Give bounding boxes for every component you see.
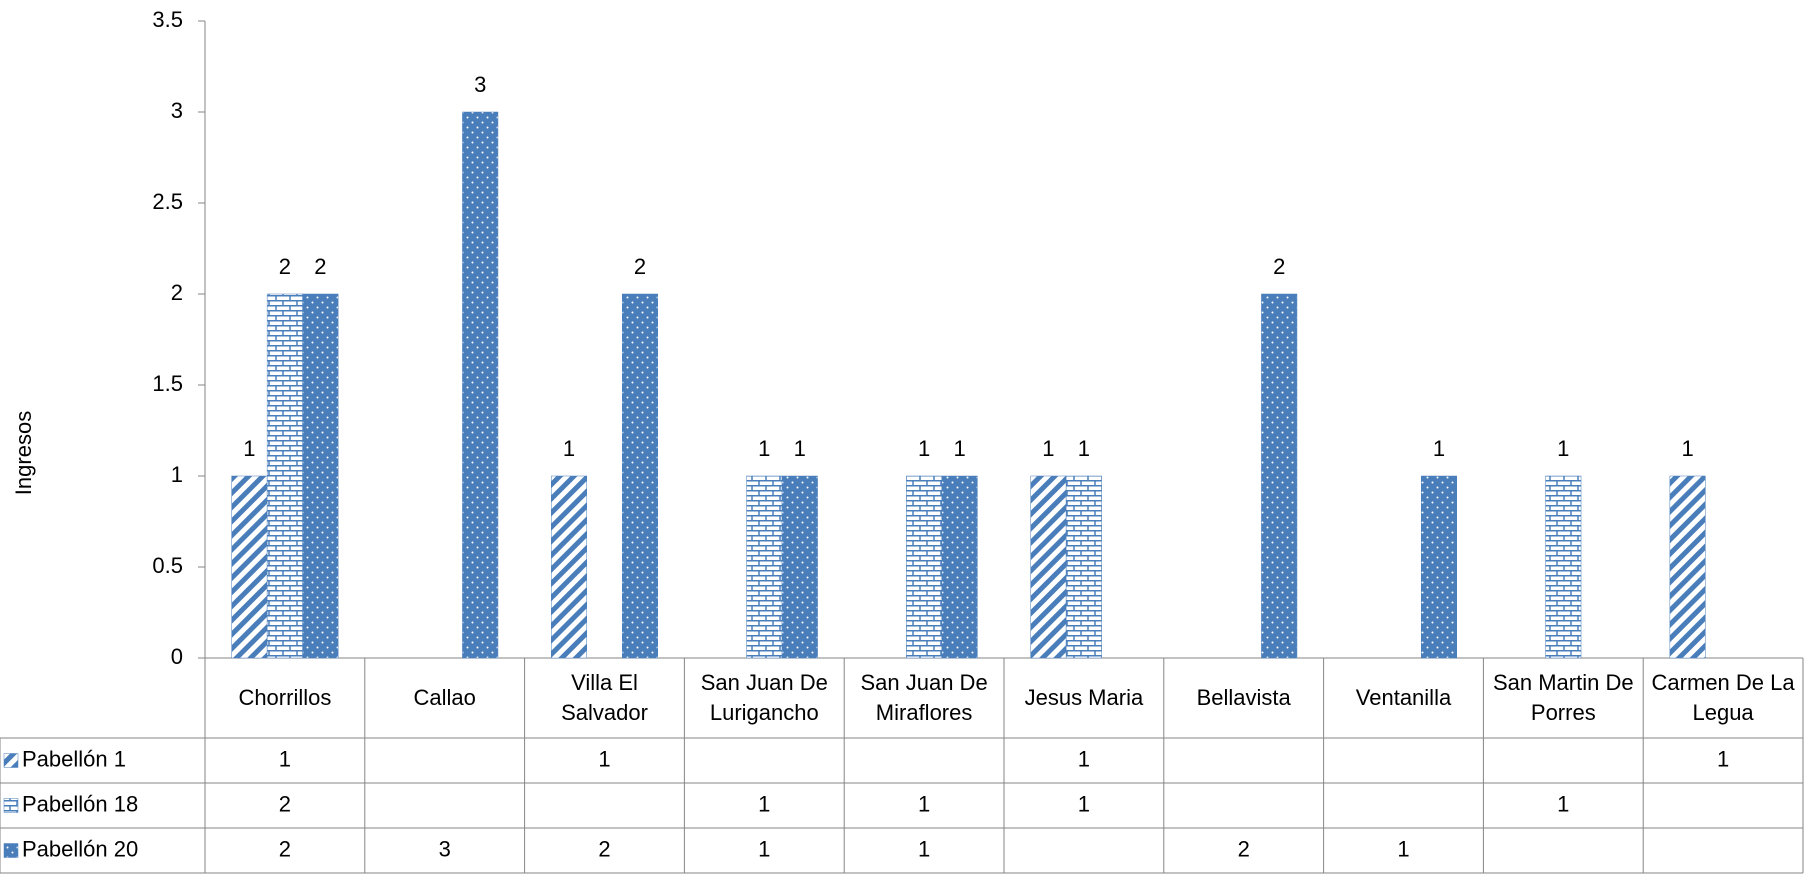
table-value: 1 [1717,746,1729,771]
bar [302,293,339,659]
data-label: 1 [953,436,965,461]
category-label: San Martin De Porres [1492,670,1634,725]
data-label: 1 [758,436,770,461]
category-label: Ventanilla [1355,685,1452,710]
bar [1030,475,1067,659]
category-label: San Juan De Miraflores [860,670,988,725]
bar [551,475,587,659]
data-label: 1 [243,436,255,461]
data-label: 1 [1681,436,1693,461]
bar [906,475,943,659]
bar [1065,475,1102,659]
legend-label: Pabellón 20 [22,836,138,861]
bar [1669,475,1706,659]
table-value: 1 [279,746,291,771]
category-label: Callao [413,685,476,710]
table-value: 1 [1078,746,1090,771]
table-value: 1 [1397,836,1409,861]
y-tick-label: 2.5 [152,189,183,214]
y-tick-label: 3.5 [152,7,183,32]
table-value: 1 [598,746,610,771]
legend-label: Pabellón 1 [22,746,126,771]
legend-key [3,753,19,768]
data-label: 2 [279,254,291,279]
data-label: 2 [1273,254,1285,279]
bar [266,293,303,659]
data-label: 1 [1042,436,1054,461]
category-label: Jesus Maria [1024,685,1144,710]
y-tick-label: 0 [171,644,183,669]
y-axis-label: Ingresos [11,411,36,495]
bar [1545,475,1582,659]
y-tick-label: 1.5 [152,371,183,396]
bar [941,475,978,659]
data-label: 3 [474,72,486,97]
y-tick-label: 3 [171,98,183,123]
legend-label: Pabellón 18 [22,791,138,816]
bar [746,475,783,659]
data-label: 1 [1557,436,1569,461]
data-label: 1 [794,436,806,461]
y-tick-label: 1 [171,462,183,487]
table-value: 2 [598,836,610,861]
data-label: 2 [314,254,326,279]
table-value: 1 [918,836,930,861]
table-value: 1 [1557,791,1569,816]
data-label: 1 [918,436,930,461]
data-label: 2 [634,254,646,279]
table-value: 3 [439,836,451,861]
category-label: Villa El Salvador [561,670,648,725]
table-value: 2 [279,791,291,816]
table-value: 2 [1238,836,1250,861]
bar [462,111,499,659]
category-label: Bellavista [1196,685,1291,710]
table-value: 1 [758,791,770,816]
data-label: 1 [1433,436,1445,461]
bar [781,475,818,659]
y-tick-label: 2 [171,280,183,305]
bar [231,475,268,659]
bar [1421,475,1457,659]
table-value: 2 [279,836,291,861]
data-label: 1 [563,436,575,461]
table-value: 1 [1078,791,1090,816]
category-label: San Juan De Lurigancho [700,670,828,725]
legend-key [3,843,19,858]
y-tick-label: 0.5 [152,553,183,578]
category-label: Chorrillos [238,685,332,710]
data-label: 1 [1078,436,1090,461]
bar [1261,293,1298,659]
bar [622,293,658,659]
table-value: 1 [758,836,770,861]
category-label: Carmen De La Legua [1651,670,1795,725]
legend-key [3,798,19,813]
table-value: 1 [918,791,930,816]
